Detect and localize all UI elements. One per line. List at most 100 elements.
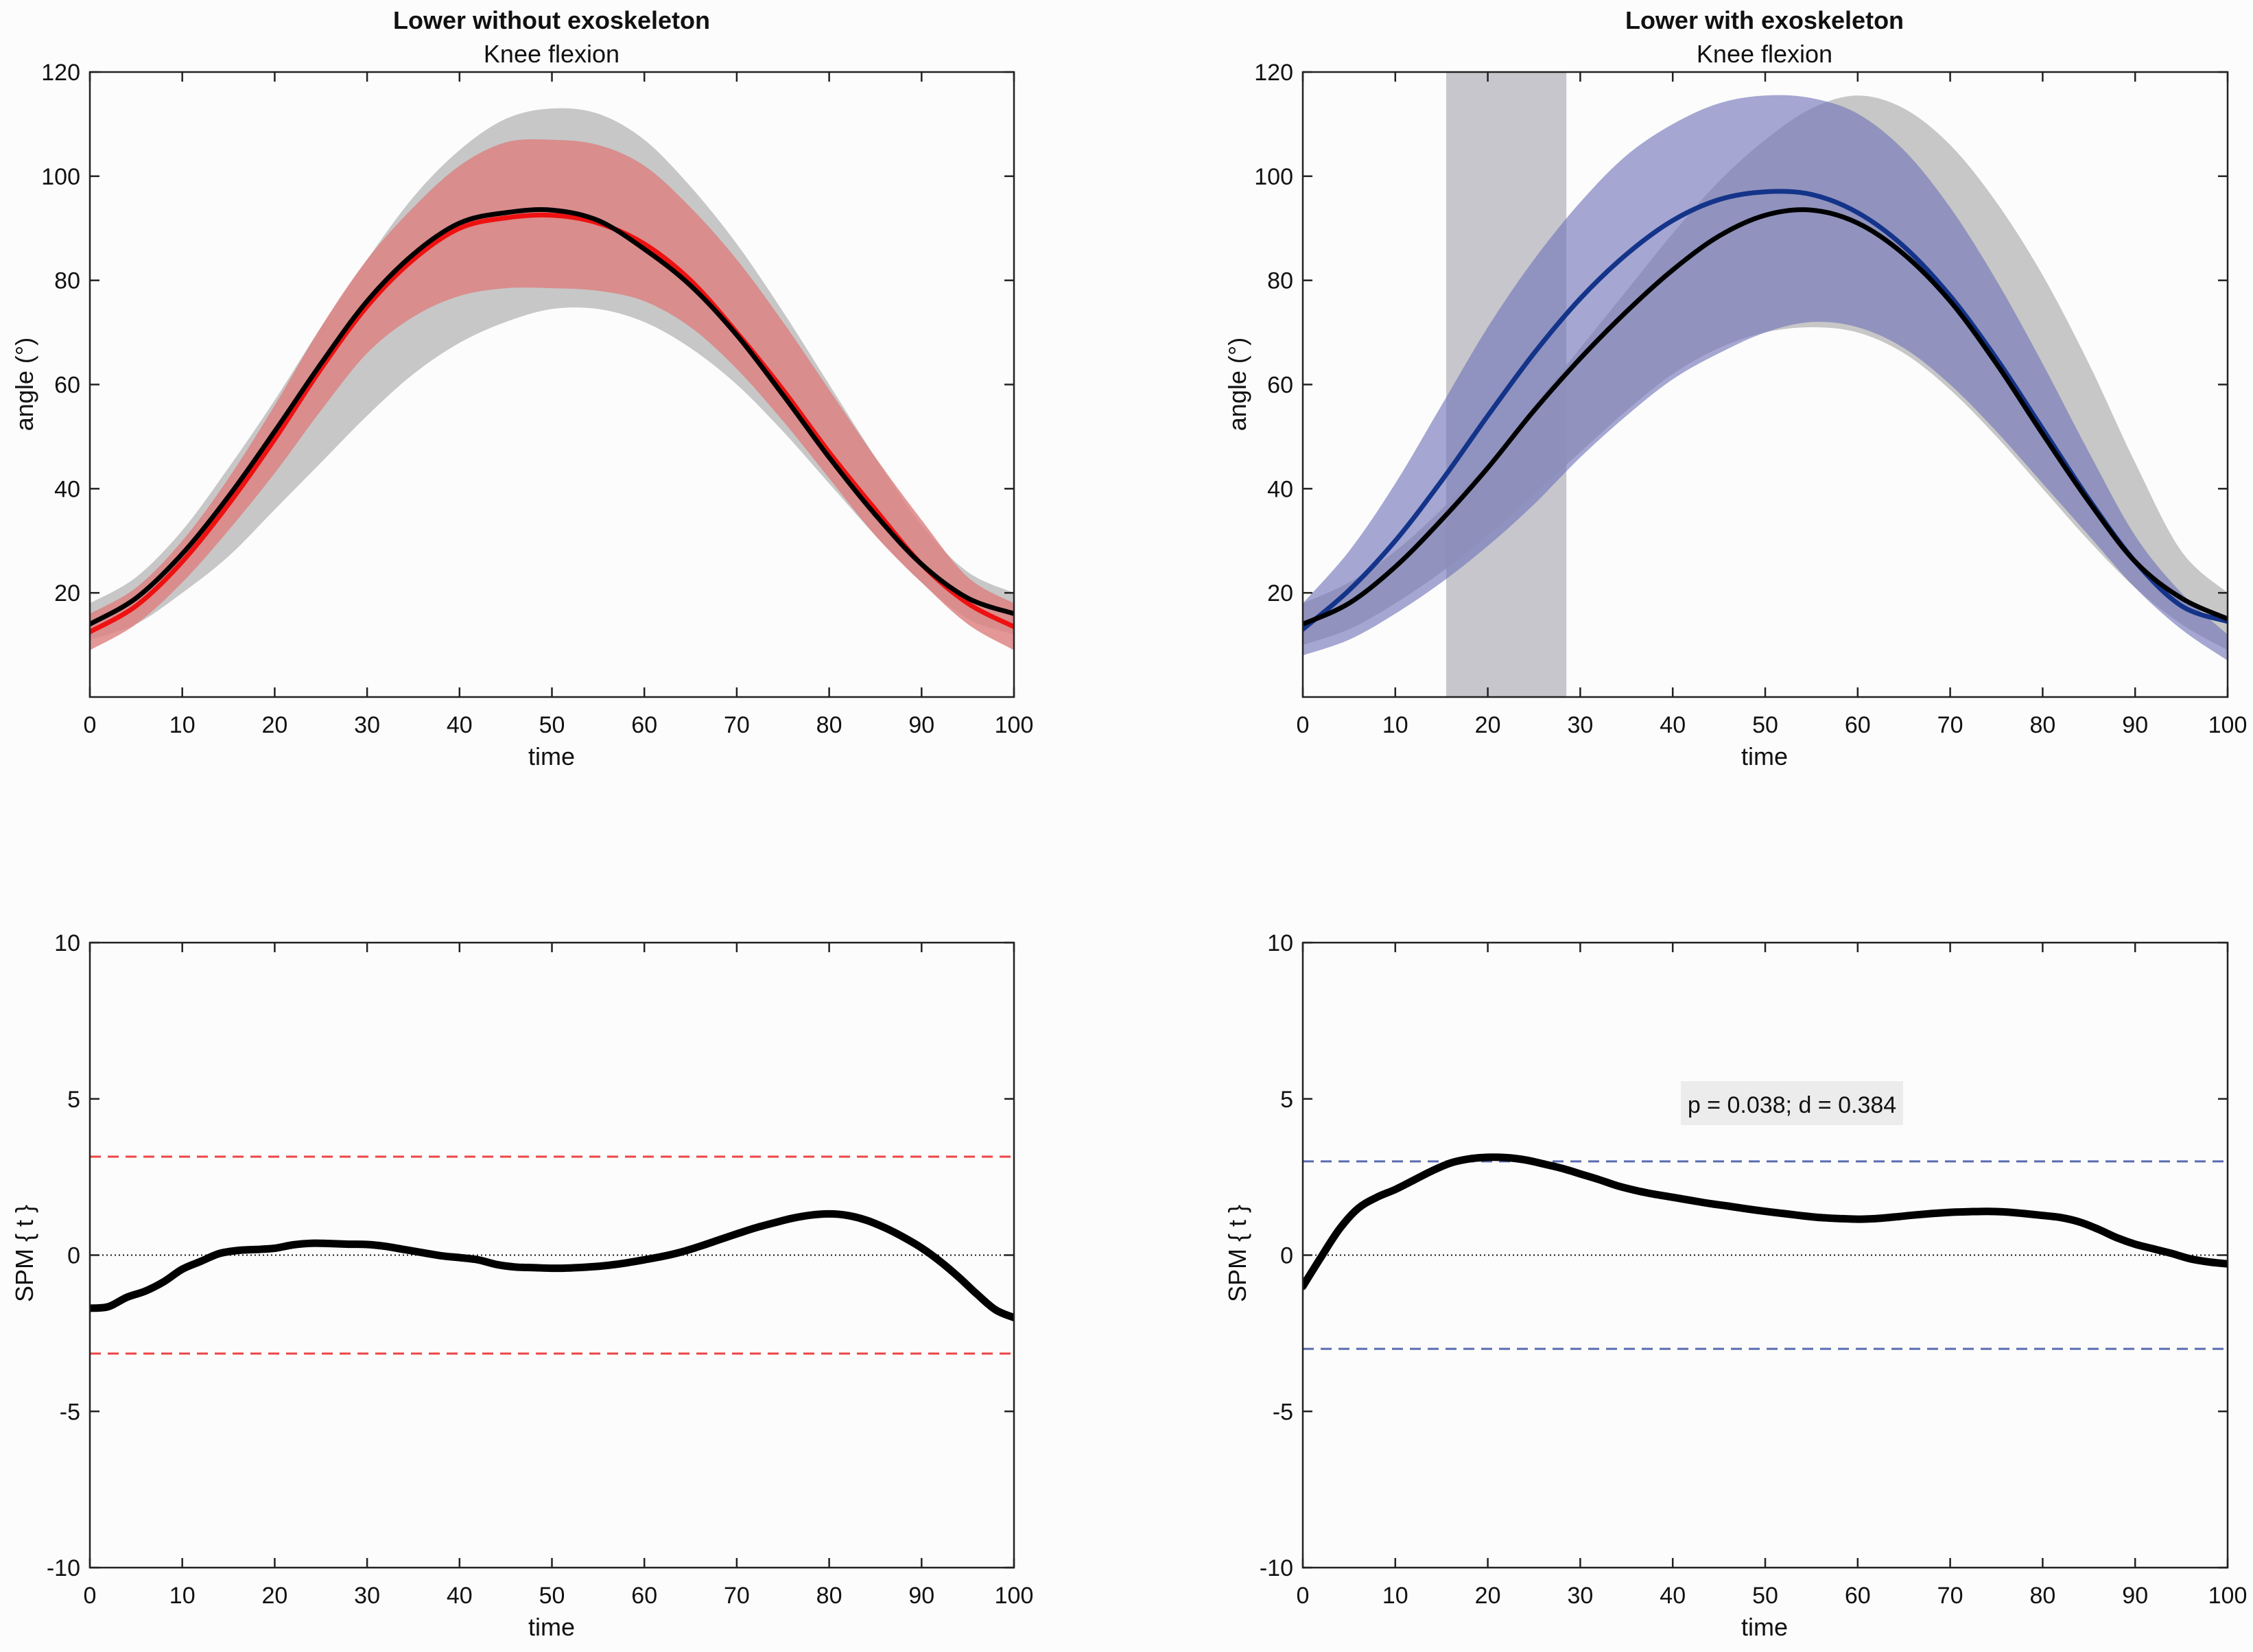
x-tick-label: 50: [539, 712, 565, 738]
x-tick-label: 10: [1382, 712, 1408, 738]
plot-content: [90, 108, 1014, 650]
x-tick-label: 40: [1660, 712, 1686, 738]
sd-band: [90, 139, 1014, 650]
x-tick-label: 80: [816, 712, 842, 738]
mean-line: [90, 212, 1014, 635]
x-tick-label: 90: [2122, 1583, 2148, 1609]
chart-title: Lower with exoskeleton: [1625, 6, 1904, 34]
y-tick-label: 80: [54, 268, 80, 294]
x-tick-label: 20: [261, 712, 287, 738]
panel-spm-without-exoskeleton: time SPM { t } 0 10 20 30 40 50 60 70 80 90 100-10…: [10, 930, 1033, 1641]
x-tick-label: 100: [2208, 712, 2248, 738]
y-tick-label: 20: [54, 580, 80, 606]
x-tick-label: 100: [2208, 1583, 2248, 1609]
x-tick-label: 0: [84, 1583, 97, 1609]
x-axis-label: time: [1741, 742, 1788, 770]
y-tick-label: 100: [1254, 164, 1293, 190]
y-axis-label: SPM { t }: [1223, 1205, 1251, 1302]
y-tick-label: 40: [1267, 476, 1293, 502]
y-axis-label: SPM { t }: [10, 1205, 38, 1302]
y-tick-label: -10: [47, 1555, 80, 1581]
x-tick-label: 20: [1475, 1583, 1501, 1609]
x-tick-label: 70: [1937, 1583, 1963, 1609]
y-tick-label: -5: [1273, 1399, 1293, 1425]
x-tick-label: 80: [2029, 1583, 2055, 1609]
spm-curve: [90, 1210, 1014, 1322]
y-tick-label: 20: [1267, 580, 1293, 606]
x-tick-label: 30: [354, 1583, 380, 1609]
y-tick-label: 5: [67, 1087, 80, 1113]
x-tick-label: 10: [169, 1583, 196, 1609]
x-tick-label: 40: [1660, 1583, 1686, 1609]
x-tick-label: 40: [447, 1583, 473, 1609]
x-tick-label: 60: [631, 712, 657, 738]
x-tick-label: 50: [1752, 712, 1778, 738]
y-tick-label: 40: [54, 476, 80, 502]
x-tick-label: 90: [908, 712, 934, 738]
y-tick-label: -5: [60, 1399, 80, 1425]
sd-band: [1303, 95, 2228, 661]
x-tick-label: 60: [1845, 712, 1871, 738]
x-tick-label: 50: [539, 1583, 565, 1609]
x-tick-label: 90: [908, 1583, 934, 1609]
y-tick-label: 5: [1280, 1087, 1293, 1113]
chart-subtitle: Knee flexion: [1697, 40, 1832, 68]
x-tick-label: 100: [995, 1583, 1034, 1609]
x-tick-label: 80: [816, 1583, 842, 1609]
plot-area: 0 10 20 30 40 50 60 70 80 90 100 -10 -5 0 5 10: [1260, 930, 2248, 1609]
x-tick-label: 60: [631, 1583, 657, 1609]
y-tick-label: 10: [1267, 930, 1293, 956]
x-tick-label: 0: [1297, 712, 1310, 738]
chart-subtitle: Knee flexion: [484, 40, 620, 68]
chart-title: Lower without exoskeleton: [393, 6, 710, 34]
panel-spm-with-exoskeleton: time SPM { t } 0 10 20 30 40 50 60 70 80 90 100-10…: [1223, 930, 2247, 1641]
x-axis-label: time: [528, 742, 575, 770]
panel-knee-flexion-without-exoskeleton: Lower without exoskeleton Knee flexion t…: [10, 6, 1033, 770]
x-tick-label: 40: [447, 712, 473, 738]
x-tick-label: 20: [261, 1583, 287, 1609]
mean-line: [90, 207, 1014, 627]
annotation-text: p = 0.038; d = 0.384: [1688, 1092, 1896, 1118]
plot-area: 0 10 20 30 40 50 60 70 80 90 100 20 40 60 80 100 120: [41, 60, 1033, 738]
x-tick-label: 30: [354, 712, 380, 738]
y-tick-label: 120: [41, 60, 80, 86]
y-tick-label: 80: [1267, 268, 1293, 294]
x-axis-label: time: [528, 1613, 575, 1641]
x-tick-label: 60: [1845, 1583, 1871, 1609]
annotation-box: p = 0.038; d = 0.384: [1681, 1081, 1903, 1125]
x-tick-label: 80: [2029, 712, 2055, 738]
plot-area: 0 10 20 30 40 50 60 70 80 90 100 -10 -5 0 5 10: [47, 930, 1034, 1609]
plot-area: 0 10 20 30 40 50 60 70 80 90 100 20 40 60 80 100 120: [1254, 60, 2247, 738]
x-tick-label: 0: [1297, 1583, 1310, 1609]
y-tick-label: 60: [1267, 373, 1293, 399]
panel-knee-flexion-with-exoskeleton: Lower with exoskeleton Knee flexion time…: [1223, 6, 2247, 770]
x-axis-label: time: [1741, 1613, 1788, 1641]
y-tick-label: 10: [54, 930, 80, 956]
y-tick-label: 0: [67, 1243, 80, 1269]
x-tick-label: 30: [1567, 1583, 1593, 1609]
y-tick-label: 60: [54, 373, 80, 399]
y-tick-label: 0: [1280, 1243, 1293, 1269]
x-tick-label: 90: [2122, 712, 2148, 738]
plot-content: [1303, 1153, 2228, 1350]
spm-curve: [1303, 1153, 2228, 1290]
x-tick-label: 50: [1752, 1583, 1778, 1609]
y-axis-label: angle (°): [10, 338, 38, 431]
x-tick-label: 0: [84, 712, 97, 738]
x-tick-label: 70: [724, 1583, 750, 1609]
x-tick-label: 10: [1382, 1583, 1408, 1609]
y-tick-label: 100: [41, 164, 80, 190]
y-tick-label: 120: [1254, 60, 1293, 86]
x-tick-label: 30: [1567, 712, 1593, 738]
x-tick-label: 70: [724, 712, 750, 738]
x-tick-label: 20: [1475, 712, 1501, 738]
plot-content: [90, 1155, 1014, 1355]
y-axis-label: angle (°): [1223, 338, 1251, 431]
y-tick-label: -10: [1260, 1555, 1293, 1581]
x-tick-label: 70: [1937, 712, 1963, 738]
sd-band: [1303, 95, 2228, 650]
annotation-background: [1681, 1081, 1903, 1125]
x-tick-label: 100: [995, 712, 1034, 738]
x-tick-label: 10: [169, 712, 196, 738]
